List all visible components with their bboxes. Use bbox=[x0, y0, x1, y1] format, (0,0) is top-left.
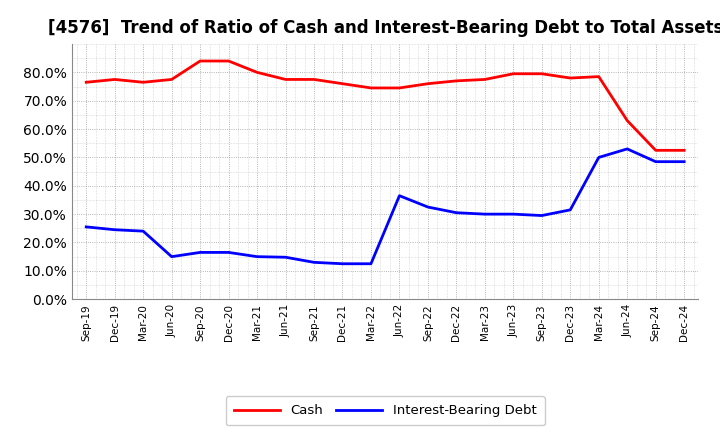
Cash bbox=[310, 77, 318, 82]
Cash bbox=[110, 77, 119, 82]
Cash bbox=[395, 85, 404, 91]
Cash bbox=[225, 59, 233, 64]
Interest-Bearing Debt bbox=[366, 261, 375, 266]
Interest-Bearing Debt bbox=[652, 159, 660, 164]
Line: Interest-Bearing Debt: Interest-Bearing Debt bbox=[86, 149, 684, 264]
Interest-Bearing Debt bbox=[282, 255, 290, 260]
Interest-Bearing Debt bbox=[167, 254, 176, 259]
Interest-Bearing Debt bbox=[338, 261, 347, 266]
Cash bbox=[282, 77, 290, 82]
Interest-Bearing Debt bbox=[82, 224, 91, 230]
Cash bbox=[338, 81, 347, 86]
Interest-Bearing Debt bbox=[110, 227, 119, 232]
Cash bbox=[537, 71, 546, 77]
Cash bbox=[566, 75, 575, 81]
Cash bbox=[366, 85, 375, 91]
Interest-Bearing Debt bbox=[595, 155, 603, 160]
Cash bbox=[623, 118, 631, 123]
Interest-Bearing Debt bbox=[225, 250, 233, 255]
Cash bbox=[196, 59, 204, 64]
Cash bbox=[509, 71, 518, 77]
Interest-Bearing Debt bbox=[680, 159, 688, 164]
Interest-Bearing Debt bbox=[509, 212, 518, 217]
Interest-Bearing Debt bbox=[423, 205, 432, 210]
Cash bbox=[652, 148, 660, 153]
Cash bbox=[253, 70, 261, 75]
Interest-Bearing Debt bbox=[480, 212, 489, 217]
Interest-Bearing Debt bbox=[139, 228, 148, 234]
Interest-Bearing Debt bbox=[196, 250, 204, 255]
Cash bbox=[167, 77, 176, 82]
Cash bbox=[480, 77, 489, 82]
Line: Cash: Cash bbox=[86, 61, 684, 150]
Cash bbox=[423, 81, 432, 86]
Cash bbox=[595, 74, 603, 79]
Cash bbox=[139, 80, 148, 85]
Interest-Bearing Debt bbox=[566, 207, 575, 213]
Cash bbox=[452, 78, 461, 84]
Interest-Bearing Debt bbox=[537, 213, 546, 218]
Cash bbox=[82, 80, 91, 85]
Cash bbox=[680, 148, 688, 153]
Title: [4576]  Trend of Ratio of Cash and Interest-Bearing Debt to Total Assets: [4576] Trend of Ratio of Cash and Intere… bbox=[48, 19, 720, 37]
Legend: Cash, Interest-Bearing Debt: Cash, Interest-Bearing Debt bbox=[225, 396, 545, 425]
Interest-Bearing Debt bbox=[452, 210, 461, 215]
Interest-Bearing Debt bbox=[253, 254, 261, 259]
Interest-Bearing Debt bbox=[395, 193, 404, 198]
Interest-Bearing Debt bbox=[310, 260, 318, 265]
Interest-Bearing Debt bbox=[623, 146, 631, 151]
